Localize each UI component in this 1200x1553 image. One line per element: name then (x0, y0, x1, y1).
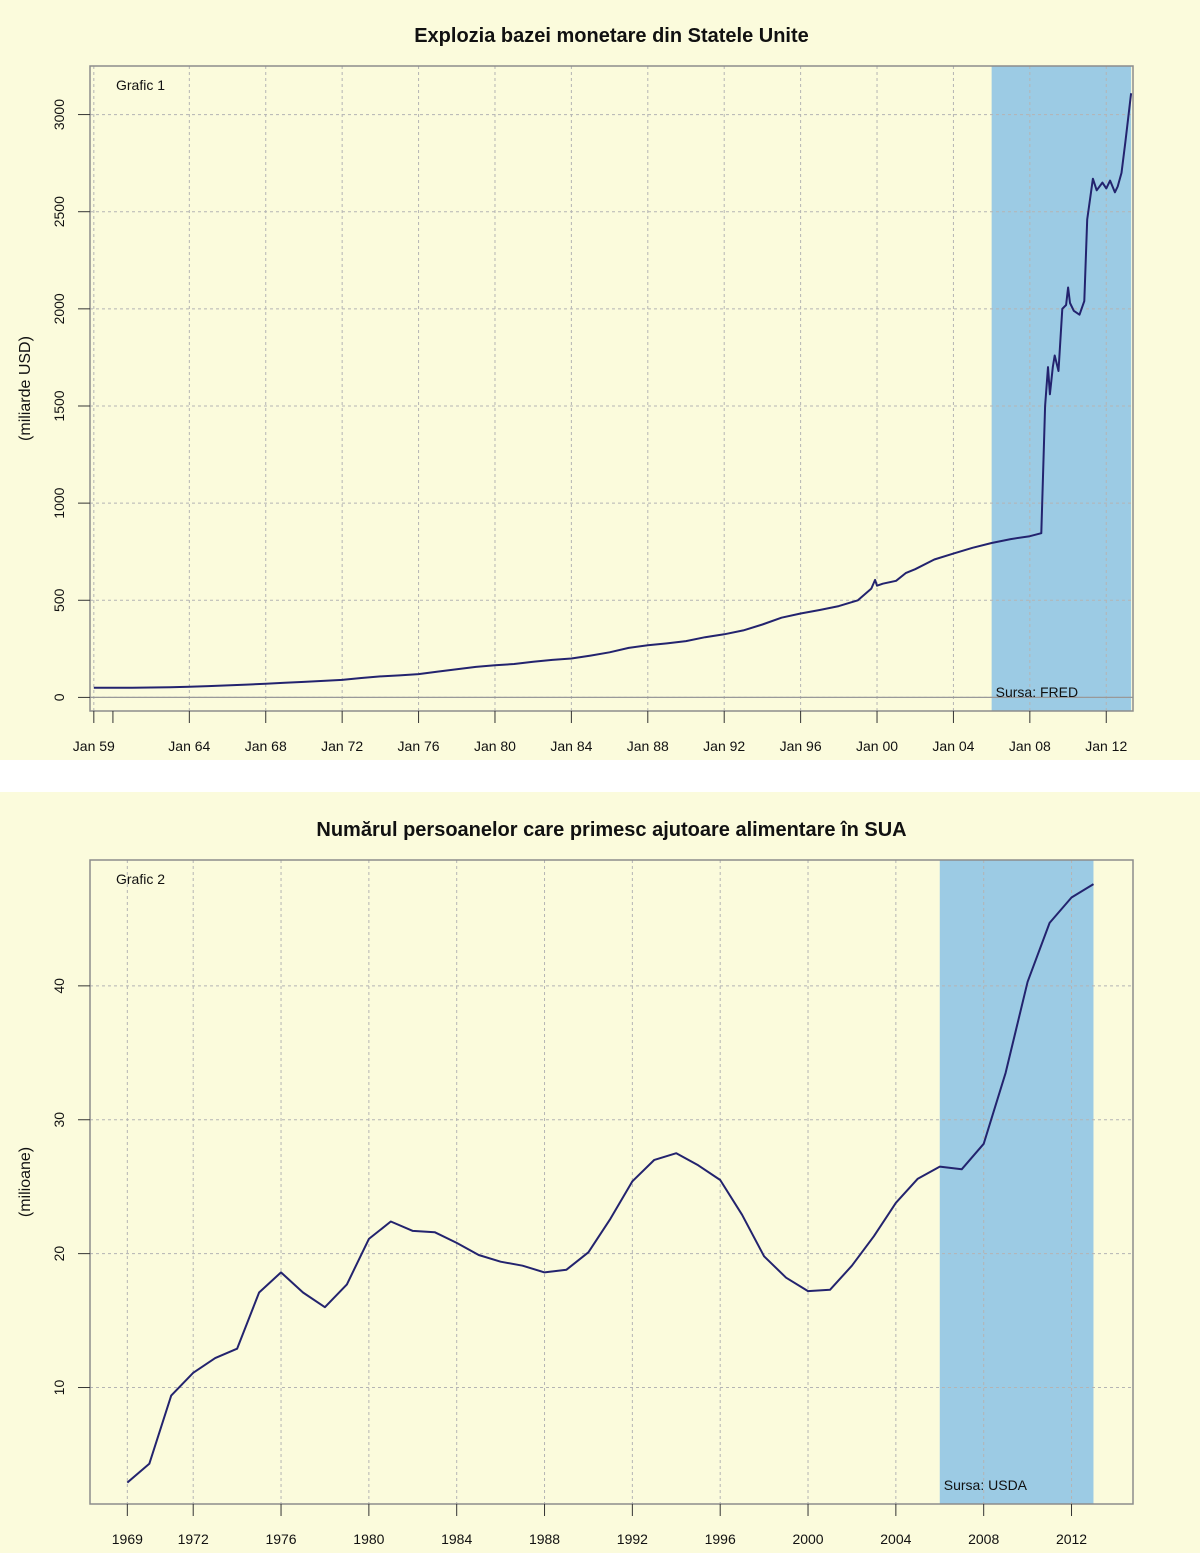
chart-1: Jan 59 Jan 64 Jan 68 Jan 72 Jan 76 Jan 80 Jan … (17, 25, 1134, 754)
y-axis-label: (milioane) (17, 1147, 34, 1217)
y-tick-label: 3000 (51, 99, 67, 130)
x-tick-label: 1988 (529, 1531, 560, 1547)
x-tick-label: 2004 (880, 1531, 911, 1547)
chart-title: Numărul persoanelor care primesc ajutoar… (316, 819, 906, 841)
series-line (93, 93, 1133, 689)
x-tick-label: 1980 (353, 1531, 384, 1547)
plot-frame (89, 65, 1134, 712)
source-label: Sursa: USDA (944, 1477, 1028, 1493)
x-tick-label: Jan 76 (398, 738, 440, 754)
chart-panel-1: Jan 59 Jan 64 Jan 68 Jan 72 Jan 76 Jan 80 Jan … (0, 0, 1200, 760)
x-tick-label: 1984 (441, 1531, 472, 1547)
shaded-region (991, 66, 1132, 711)
y-tick-label: 2500 (51, 196, 67, 227)
x-tick-label: Jan 08 (1009, 738, 1051, 754)
y-tick-label: 500 (51, 588, 67, 612)
y-tick-label: 30 (51, 1112, 67, 1128)
y-tick-label: 40 (51, 978, 67, 994)
x-tick-label: Jan 64 (168, 738, 210, 754)
panel-label: Grafic 2 (116, 871, 165, 887)
y-tick-label: 2000 (51, 293, 67, 324)
shaded-region (939, 860, 1094, 1504)
x-tick-label: Jan 88 (627, 738, 669, 754)
x-tick-label: Jan 72 (321, 738, 363, 754)
x-tick-label: Jan 80 (474, 738, 516, 754)
x-tick-label: 1992 (617, 1531, 648, 1547)
x-tick-label: 2000 (792, 1531, 823, 1547)
x-tick-label: Jan 68 (245, 738, 287, 754)
y-tick-label: 20 (51, 1246, 67, 1262)
x-tick-label: 2008 (968, 1531, 999, 1547)
y-tick-label: 10 (51, 1380, 67, 1396)
x-tick-label: 1969 (112, 1531, 143, 1547)
x-tick-label: Jan 96 (780, 738, 822, 754)
x-tick-label: Jan 92 (703, 738, 745, 754)
chart-title: Explozia bazei monetare din Statele Unit… (414, 25, 809, 47)
x-tick-label: 1976 (265, 1531, 296, 1547)
source-label: Sursa: FRED (996, 684, 1078, 700)
plot-frame (89, 859, 1134, 1505)
y-tick-label: 1000 (51, 487, 67, 518)
x-tick-label: Jan 12 (1085, 738, 1127, 754)
x-tick-label: Jan 84 (550, 738, 592, 754)
panel-label: Grafic 1 (116, 77, 165, 93)
x-tick-label: Jan 59 (73, 738, 115, 754)
x-tick-label: 1996 (705, 1531, 736, 1547)
x-tick-label: Jan 00 (856, 738, 898, 754)
y-tick-label: 1500 (51, 390, 67, 421)
y-tick-label: 0 (51, 693, 67, 701)
y-axis-label: (miliarde USD) (17, 336, 34, 441)
series-line (126, 883, 1095, 1484)
x-tick-label: Jan 04 (932, 738, 974, 754)
chart-panel-2: 1969 1972 1976 1980 1984 1988 1992 1996 2000 2004… (0, 792, 1200, 1553)
x-tick-label: 2012 (1056, 1531, 1087, 1547)
x-tick-label: 1972 (178, 1531, 209, 1547)
chart-2: 1969 1972 1976 1980 1984 1988 1992 1996 2000 2004… (17, 819, 1134, 1547)
panel-divider (0, 760, 1200, 792)
